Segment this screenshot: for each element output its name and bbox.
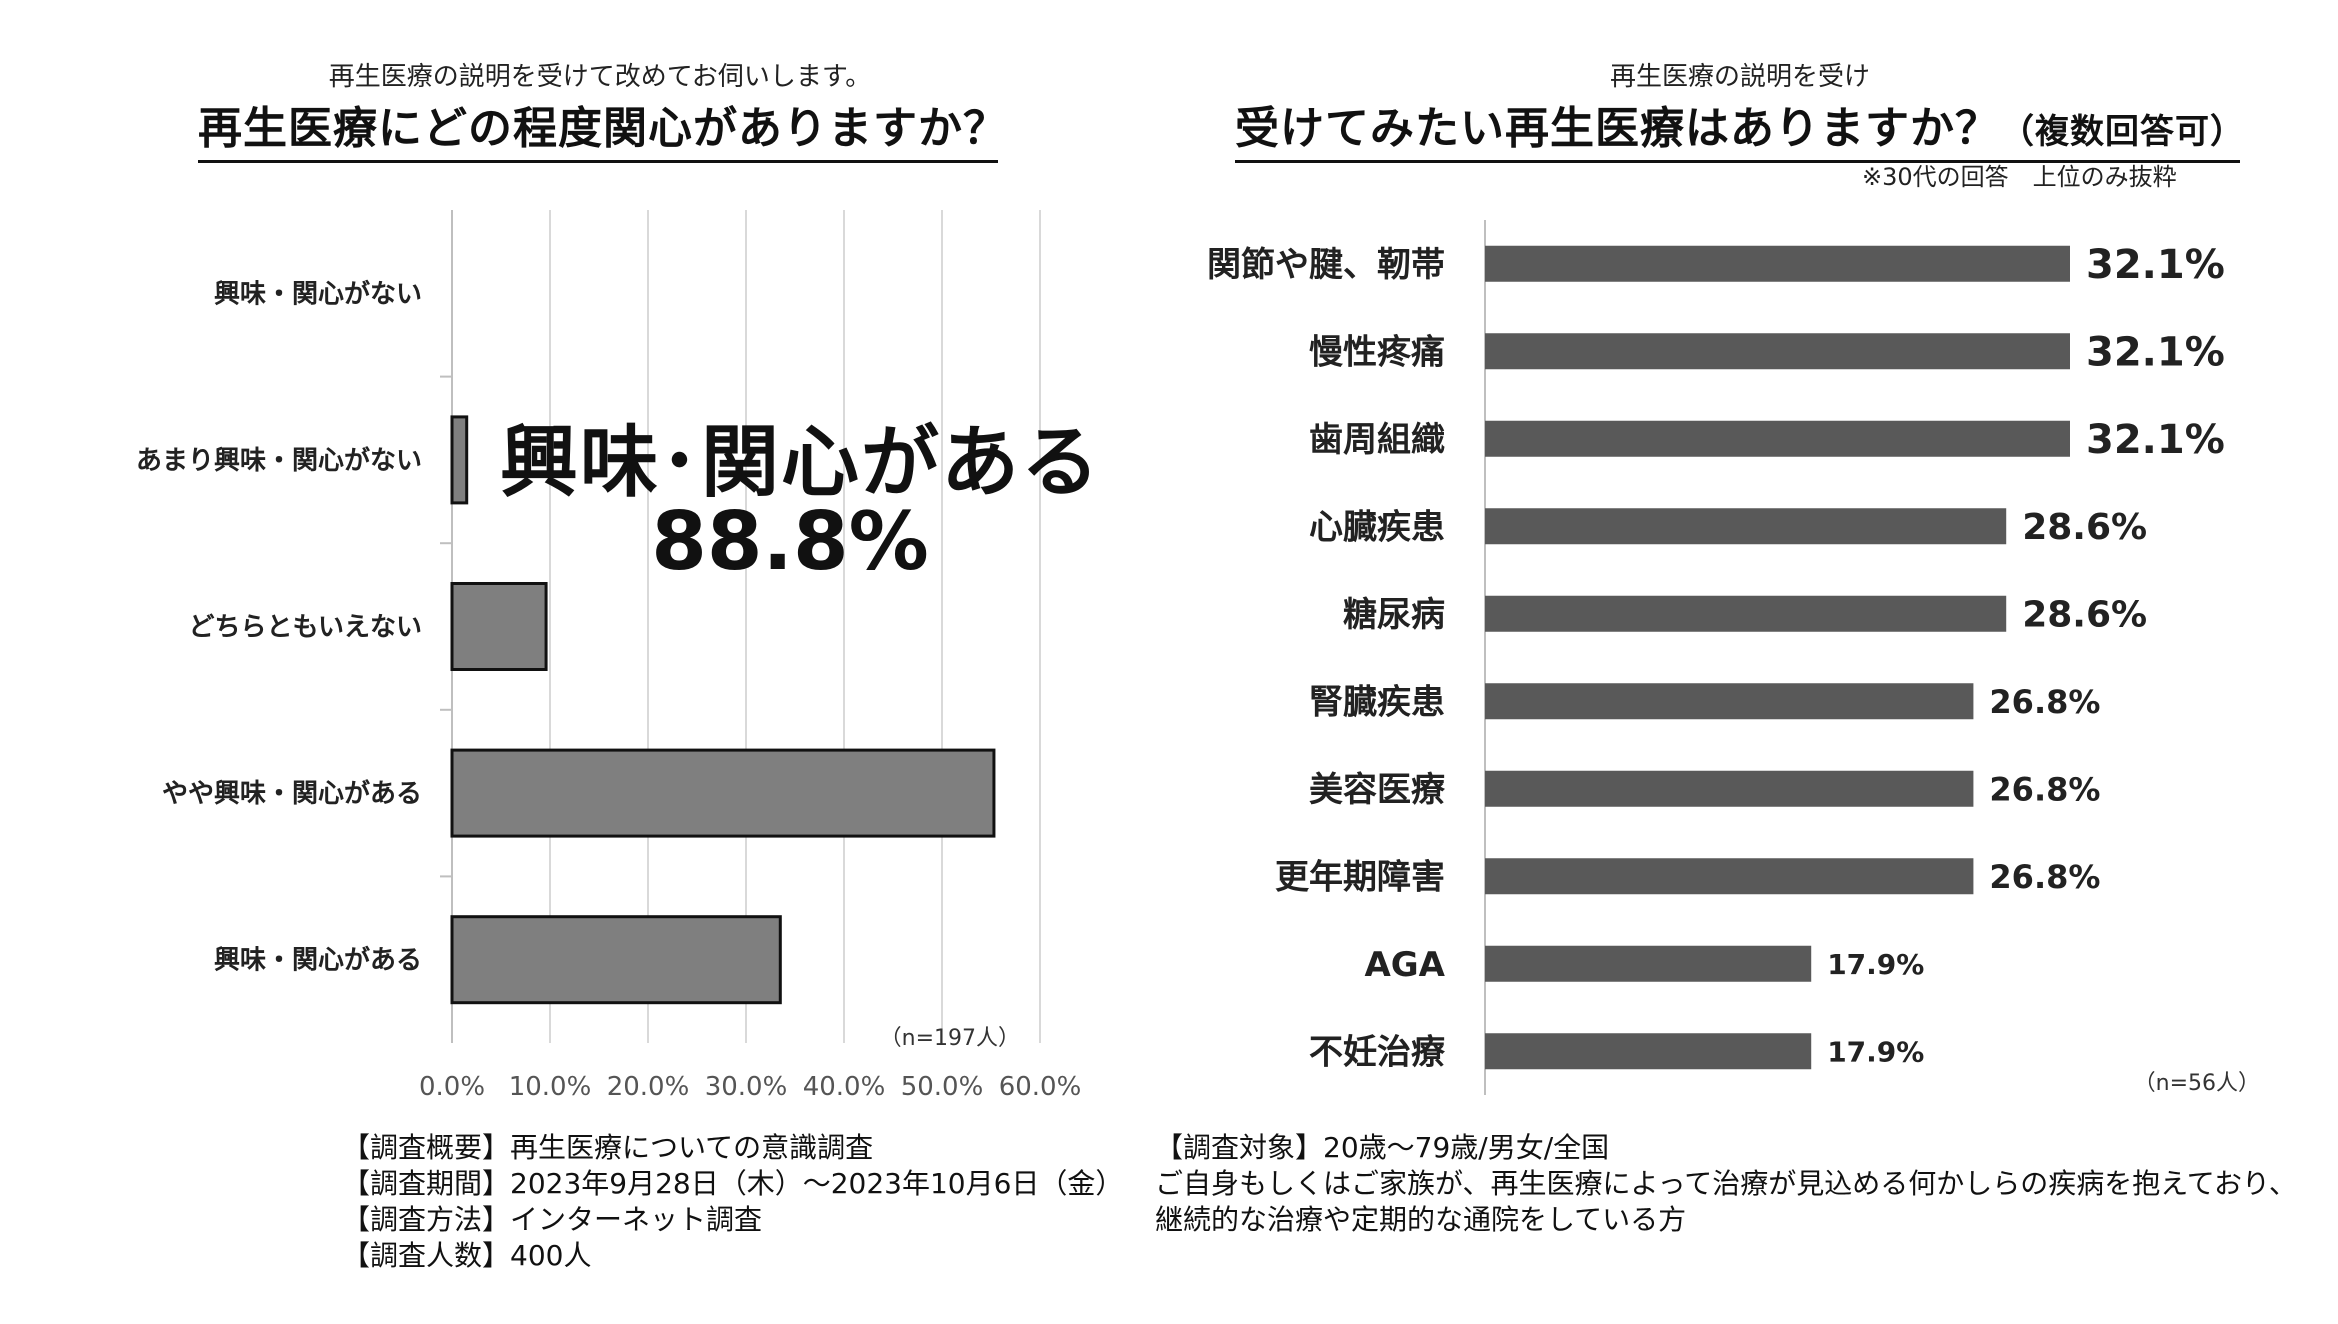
right-bar-chart: 関節や腱、靭帯 32.1% 慢性疼痛 32.1% 歯周組織 32.1% 心臓疾患 28.6% 糖… [1207, 220, 2260, 1096]
x-tick-label: 60.0% [999, 1072, 1082, 1102]
footer-right-line2: ご自身もしくはご家族が、再生医療によって治療が見込める何かしらの疾病を抱えており… [1155, 1167, 2297, 1200]
category-label: 美容医療 [1309, 770, 1446, 810]
category-label: 興味・関心がない [214, 278, 422, 309]
x-tick-label: 40.0% [803, 1072, 886, 1102]
value-label: 32.1% [2086, 417, 2225, 463]
right-chart-title-main: 受けてみたい再生医療はありますか？ [1235, 103, 2000, 154]
n-label: （n=56人） [2134, 1071, 2260, 1096]
right-chart-title: 受けてみたい再生医療はありますか？（複数回答可） [1235, 92, 2244, 163]
bar [450, 748, 996, 838]
x-tick-label: 0.0% [419, 1072, 485, 1102]
value-label: 17.9% [1827, 948, 1924, 981]
n-label: （n=197人） [880, 1026, 1020, 1051]
bar [1485, 420, 2070, 457]
bar [450, 415, 469, 505]
bar [1485, 858, 1974, 895]
value-label: 28.6% [2022, 595, 2147, 636]
x-tick-label: 20.0% [607, 1072, 690, 1102]
category-label: やや興味・関心がある [162, 778, 422, 809]
category-label: 慢性疼痛 [1309, 332, 1445, 372]
x-tick-label: 10.0% [509, 1072, 592, 1102]
footer-left-line2: 【調査期間】2023年9月28日（木）～2023年10月6日（金） [342, 1167, 1124, 1200]
category-label: AGA [1364, 945, 1445, 985]
value-label: 32.1% [2086, 242, 2225, 288]
category-label: 関節や腱、靭帯 [1207, 245, 1445, 285]
category-label: どちらともいえない [189, 613, 422, 643]
category-label: あまり興味・関心がない [136, 445, 422, 476]
bar [1485, 595, 2007, 632]
right-chart-note: ※30代の回答 上位のみ抜粋 [1862, 163, 2177, 191]
footer-right-line3: 継続的な治療や定期的な通院をしている方 [1155, 1203, 1687, 1236]
bar [1485, 333, 2070, 370]
left-chart-title: 再生医療にどの程度関心がありますか？ [198, 92, 1007, 163]
x-tick-label: 30.0% [705, 1072, 788, 1102]
x-tick-label: 50.0% [901, 1072, 984, 1102]
value-label: 17.9% [1827, 1035, 1924, 1068]
bar [450, 582, 548, 671]
category-label: 不妊治療 [1309, 1032, 1446, 1072]
bar [1485, 245, 2070, 282]
callout-label: 興味･関心がある [500, 418, 1102, 508]
value-label: 26.8% [1989, 683, 2100, 721]
category-label: 糖尿病 [1343, 595, 1445, 635]
left-chart-subtitle: 再生医療の説明を受けて改めてお伺いします。 [328, 62, 872, 92]
bar [1485, 770, 1974, 807]
value-label: 32.1% [2086, 330, 2225, 376]
value-label: 28.6% [2022, 507, 2147, 548]
value-label: 26.8% [1989, 770, 2100, 808]
footer-left-line3: 【調査方法】インターネット調査 [342, 1203, 763, 1236]
bar [1485, 508, 2007, 545]
category-label: 歯周組織 [1309, 420, 1445, 460]
left-bar-chart: 0.0% 10.0% 20.0% 30.0% 40.0% 50.0% 60.0% 興味・関心が… [136, 210, 1082, 1102]
right-chart-subtitle: 再生医療の説明を受け [1609, 62, 1870, 92]
bar [1485, 1033, 1812, 1070]
bar [450, 915, 782, 1005]
bar [1485, 945, 1812, 982]
footer-right-line1: 【調査対象】20歳～79歳/男女/全国 [1155, 1131, 1610, 1164]
footer-left: 【調査概要】再生医療についての意識調査 【調査期間】2023年9月28日（木）～… [342, 1130, 1123, 1274]
bar [1485, 683, 1974, 720]
value-label: 26.8% [1989, 858, 2100, 896]
footer-left-line4: 【調査人数】400人 [342, 1239, 592, 1272]
footer-right: 【調査対象】20歳～79歳/男女/全国 ご自身もしくはご家族が、再生医療によって… [1155, 1130, 2297, 1238]
category-label: 更年期障害 [1275, 857, 1445, 897]
right-chart-title-suffix: （複数回答可） [2000, 112, 2245, 152]
callout-value: 88.8% [651, 495, 929, 588]
footer-left-line1: 【調査概要】再生医療についての意識調査 [342, 1131, 874, 1164]
category-label: 心臓疾患 [1309, 507, 1445, 547]
category-label: 興味・関心がある [214, 945, 422, 976]
category-label: 腎臓疾患 [1309, 682, 1445, 722]
